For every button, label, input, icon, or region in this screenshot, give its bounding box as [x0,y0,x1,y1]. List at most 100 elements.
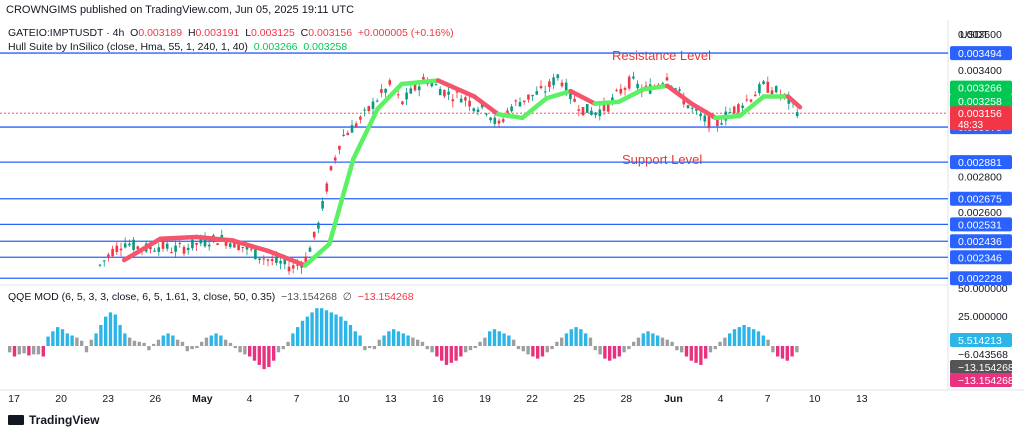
qqe-bar-132 [641,333,645,346]
level-label-bg-4 [950,217,1012,232]
qqe-bar-54 [267,346,271,367]
candle-body-133 [657,84,660,86]
candle-body-73 [405,92,408,100]
candle-body-3 [111,248,114,257]
x-tick-17: 10 [809,393,821,405]
qqe-bar-94 [459,346,463,357]
qqe-bar-112 [545,346,549,353]
qqe-bar-53 [262,346,266,370]
qqe-value-bg-3 [950,373,1012,387]
x-tick-5: 4 [247,393,253,405]
qqe-bar-143 [694,346,698,363]
candle-body-33 [237,243,240,251]
qqe-bar-161 [780,346,785,359]
symbol-label[interactable]: GATEIO:IMPTUSDT · 4h [8,27,125,39]
qqe-bar-115 [560,337,564,346]
candle-body-18 [174,245,177,252]
qqe-bar-156 [756,331,761,346]
candle-body-52 [317,222,320,229]
qqe-bar-10 [56,327,60,346]
hull-indicator-label[interactable]: Hull Suite by InSilico (close, Hma, 55, … [8,41,248,53]
candle-body-116 [585,104,589,113]
hull-value-1: 0.003266 [253,41,298,53]
candle-body-139 [682,98,686,105]
candle-body-98 [510,106,513,112]
candle-body-72 [401,101,404,105]
qqe-bar-18 [94,333,98,346]
qqe-bar-110 [536,346,540,359]
candle-body-111 [564,82,568,95]
candle-body-25 [203,237,207,247]
candle-body-49 [304,256,308,263]
level-label-bg-6 [950,250,1012,265]
candle-body-103 [531,94,534,97]
hull-segment-9 [399,78,441,87]
qqe-bar-65 [320,308,324,346]
x-tick-2: 23 [102,393,114,405]
qqe-bar-73 [358,335,362,346]
candle-body-92 [485,113,488,115]
hull-segment-24 [785,94,803,110]
level-label-bg-2 [950,155,1012,170]
qqe-bar-114 [555,341,559,346]
qqe-bar-90 [440,346,444,361]
candle-body-157 [758,84,761,94]
level-label-bg-1 [950,120,1012,135]
qqe-indicator-label[interactable]: QQE MOD (6, 5, 3, 3, close, 6, 5, 1.61, … [8,291,276,303]
candle-body-138 [678,89,681,91]
y-tick-0: 0.003600 [958,29,1002,41]
hull-segment-5 [302,241,332,268]
qqe-bar-139 [675,346,679,351]
qqe-bar-4 [27,346,31,356]
qqe-bar-149 [723,337,727,346]
level-label-bg-3 [950,191,1012,206]
qqe-bar-5 [32,346,36,355]
qqe-bar-55 [272,346,276,361]
qqe-bar-38 [190,346,194,350]
qqe-bar-78 [382,335,386,346]
candle-body-40 [266,259,270,261]
qqe-bar-134 [651,333,655,346]
candle-body-94 [493,117,497,124]
qqe-bar-13 [70,335,74,346]
qqe-bar-80 [392,329,396,346]
currency-label: USDT [960,29,989,41]
qqe-bar-113 [550,346,554,350]
candle-body-82 [443,89,446,97]
level-label-6: 0.002346 [958,252,1002,264]
qqe-bar-37 [185,346,189,352]
qqe-bar-151 [732,329,737,346]
candle-body-102 [527,94,530,100]
candle-body-51 [312,231,316,238]
candle-body-23 [195,243,198,245]
level-label-bg-5 [950,234,1012,249]
qqe-bar-144 [699,346,703,365]
qqe-bar-145 [704,346,708,359]
candle-body-19 [178,243,182,245]
qqe-bar-146 [708,346,713,353]
resistance-annotation: Resistance Level [612,48,711,63]
open-value: 0.003189 [138,27,183,39]
qqe-bar-2 [17,346,21,355]
qqe-bar-42 [209,335,213,346]
qqe-bar-157 [761,335,765,346]
y-tick-1: 0.003400 [958,65,1002,77]
candle-body-162 [779,94,782,96]
qqe-bar-158 [766,339,770,346]
hull-segment-21 [713,113,742,121]
hull-segment-1 [158,234,199,242]
qqe-bar-164 [795,346,799,353]
candle-body-1 [102,260,106,262]
tradingview-brand[interactable]: TradingView [8,413,99,427]
candle-body-136 [669,85,673,87]
candle-body-35 [245,245,249,250]
qqe-bar-64 [315,308,319,346]
candle-body-21 [186,247,190,251]
qqe-bar-142 [689,346,693,361]
qqe-bar-101 [492,329,497,346]
candle-body-65 [371,101,375,109]
candle-body-55 [329,166,333,171]
candle-body-155 [749,99,753,102]
x-tick-8: 13 [385,393,397,405]
